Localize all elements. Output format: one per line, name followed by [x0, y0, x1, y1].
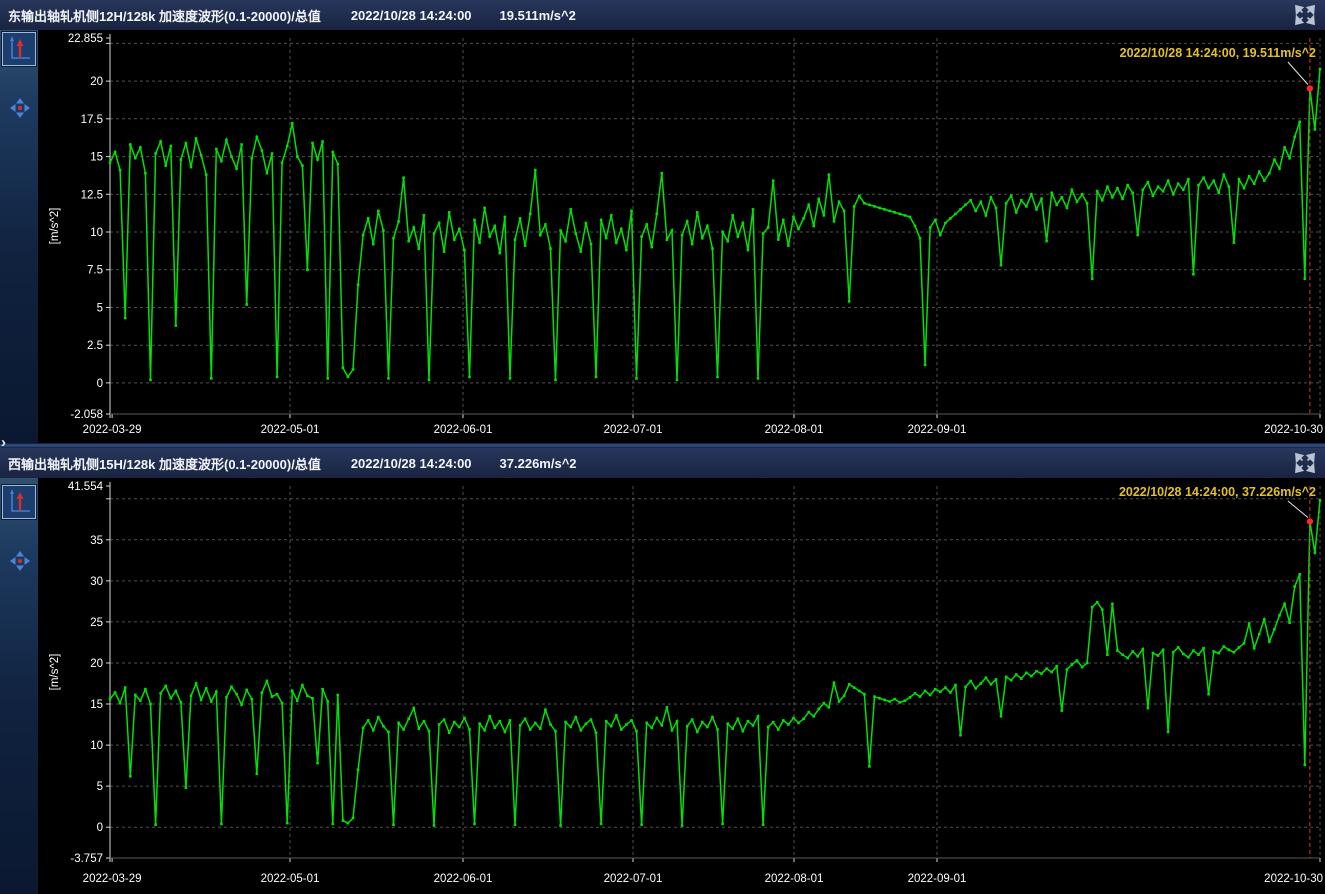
pan-tool-button[interactable]: [8, 96, 32, 120]
svg-text:2022-06-01: 2022-06-01: [434, 873, 493, 885]
svg-text:2022-10-30: 2022-10-30: [1264, 424, 1323, 436]
svg-text:-3.757: -3.757: [70, 853, 103, 865]
svg-text:2022-05-01: 2022-05-01: [261, 873, 320, 885]
chart-area-east: 22.855 20 17.5 15 12.5 10 7.5 5 2.5 0 -2.058 2022-0…: [0, 30, 1325, 443]
svg-text:20: 20: [90, 76, 103, 88]
svg-text:12.5: 12.5: [81, 189, 103, 201]
svg-text:2022/10/28 14:24:00, 19.511m/s: 2022/10/28 14:24:00, 19.511m/s^2: [1120, 46, 1316, 60]
panel-west-shaft: 西输出轴轧机侧15H/128k 加速度波形(0.1-20000)/总值 2022…: [0, 448, 1325, 894]
trend-plot-east[interactable]: 22.855 20 17.5 15 12.5 10 7.5 5 2.5 0 -2.058 2022-0…: [38, 30, 1325, 443]
chart-header: 东输出轴轧机侧12H/128k 加速度波形(0.1-20000)/总值 2022…: [0, 0, 1325, 30]
svg-text:2022-07-01: 2022-07-01: [604, 873, 663, 885]
svg-text:5: 5: [97, 781, 103, 793]
svg-text:2022-03-29: 2022-03-29: [83, 873, 142, 885]
chart-title: 东输出轴轧机侧12H/128k 加速度波形(0.1-20000)/总值: [8, 8, 321, 24]
svg-text:10: 10: [90, 227, 103, 239]
svg-text:10: 10: [90, 740, 103, 752]
chart-peak-value: 19.511m/s^2: [499, 7, 576, 23]
svg-text:-2.058: -2.058: [70, 409, 103, 421]
chart-timestamp: 2022/10/28 14:24:00: [350, 7, 472, 23]
chart-timestamp: 2022/10/28 14:24:00: [350, 455, 472, 471]
chart-toolbar: [0, 30, 38, 443]
svg-text:20: 20: [90, 658, 103, 670]
svg-text:2.5: 2.5: [87, 340, 103, 352]
svg-text:2022-09-01: 2022-09-01: [908, 873, 967, 885]
chart-peak-value: 37.226m/s^2: [499, 455, 577, 471]
svg-text:[m/s^2]: [m/s^2]: [49, 654, 61, 691]
svg-text:25: 25: [90, 617, 103, 629]
trend-plot-west[interactable]: 41.554 35 30 25 20 15 10 5 0 -3.757 2022-03-29 2022…: [38, 478, 1325, 894]
svg-text:5: 5: [97, 303, 103, 315]
svg-text:2022/10/28 14:24:00, 37.226m/s: 2022/10/28 14:24:00, 37.226m/s^2: [1119, 485, 1316, 499]
svg-text:0: 0: [97, 378, 103, 390]
expand-icon[interactable]: [1293, 4, 1317, 26]
svg-text:[m/s^2]: [m/s^2]: [49, 208, 61, 245]
svg-text:17.5: 17.5: [81, 114, 103, 126]
svg-text:15: 15: [90, 699, 103, 711]
svg-text:2022-09-01: 2022-09-01: [908, 424, 967, 436]
expand-icon[interactable]: [1293, 452, 1317, 474]
svg-text:2022-03-29: 2022-03-29: [83, 424, 142, 436]
svg-text:2022-10-30: 2022-10-30: [1264, 873, 1323, 885]
svg-text:22.855: 22.855: [68, 33, 103, 45]
svg-text:41.554: 41.554: [68, 481, 104, 493]
cursor-tool-button[interactable]: [2, 32, 36, 66]
pan-tool-button[interactable]: [8, 549, 32, 573]
chart-title: 西输出轴轧机侧15H/128k 加速度波形(0.1-20000)/总值: [8, 456, 321, 472]
chart-area-west: 41.554 35 30 25 20 15 10 5 0 -3.757 2022-03-29 2022…: [0, 478, 1325, 894]
svg-text:15: 15: [90, 152, 103, 164]
chart-header: 西输出轴轧机侧15H/128k 加速度波形(0.1-20000)/总值 2022…: [0, 448, 1325, 478]
cursor-tool-button[interactable]: [2, 485, 36, 519]
svg-text:2022-08-01: 2022-08-01: [765, 424, 824, 436]
svg-text:2022-07-01: 2022-07-01: [604, 424, 663, 436]
svg-text:7.5: 7.5: [87, 265, 103, 277]
panel-splitter[interactable]: ›: [0, 435, 1325, 450]
svg-text:30: 30: [90, 576, 103, 588]
svg-text:2022-05-01: 2022-05-01: [261, 424, 320, 436]
svg-text:2022-06-01: 2022-06-01: [434, 424, 493, 436]
svg-text:35: 35: [90, 535, 103, 547]
chart-toolbar: [0, 478, 38, 894]
chevron-right-icon[interactable]: ›: [1, 434, 6, 451]
svg-text:2022-08-01: 2022-08-01: [765, 873, 824, 885]
svg-text:0: 0: [97, 822, 103, 834]
panel-east-shaft: 东输出轴轧机侧12H/128k 加速度波形(0.1-20000)/总值 2022…: [0, 0, 1325, 443]
